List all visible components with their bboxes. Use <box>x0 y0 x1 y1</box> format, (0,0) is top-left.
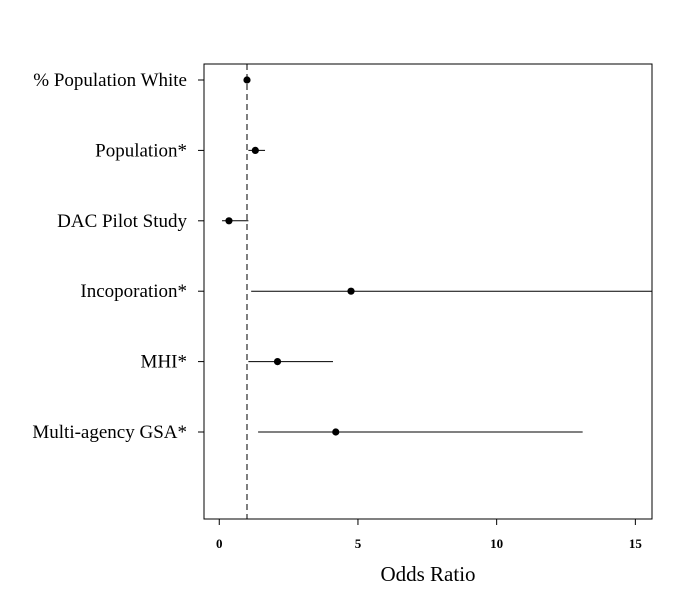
x-axis-title: Odds Ratio <box>380 562 475 586</box>
x-tick-label: 0 <box>216 536 223 551</box>
point-estimate <box>273 358 282 366</box>
x-tick-label: 15 <box>629 536 643 551</box>
row-label: DAC Pilot Study <box>57 211 187 232</box>
x-tick-label: 5 <box>355 536 362 551</box>
point-estimate <box>332 428 340 436</box>
point-estimate <box>347 287 355 295</box>
point-estimate <box>225 217 233 225</box>
point-estimate <box>251 146 259 154</box>
row-label: Population* <box>95 140 187 161</box>
point-estimate <box>243 76 251 84</box>
x-tick-label: 10 <box>490 536 503 551</box>
row-label: Multi-agency GSA* <box>32 422 187 443</box>
plot-layer: 0 5 10 15 % Population White Population* DAC P… <box>32 63 653 551</box>
row-label: % Population White <box>33 70 187 91</box>
row-label: Incoporation* <box>80 281 187 302</box>
row-label: MHI* <box>141 352 187 373</box>
